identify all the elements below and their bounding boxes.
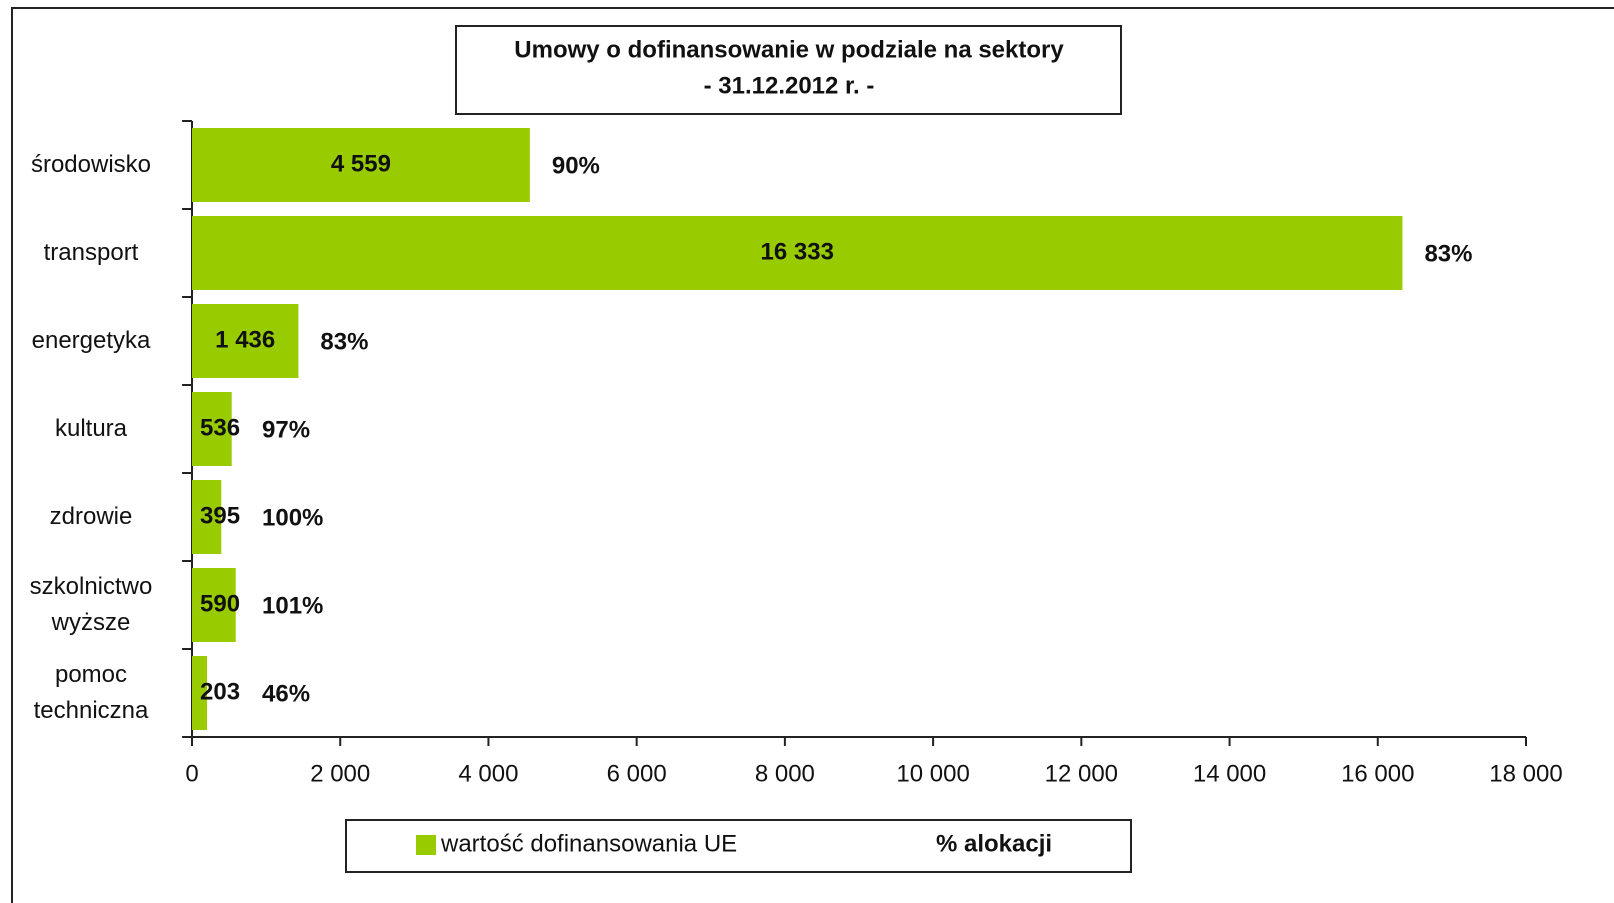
x-tick-label: 14 000: [1193, 760, 1266, 787]
legend-box: [345, 819, 1132, 873]
percent-label: 97%: [262, 416, 310, 443]
bar: [192, 656, 208, 730]
data-label: 4 559: [331, 150, 391, 177]
category-label-box: środowisko: [30, 151, 152, 178]
category-label-box: transport: [43, 239, 139, 266]
category-label-box: szkolnictwo wyższe: [29, 573, 153, 636]
x-tick-label: 6 000: [607, 760, 667, 787]
category-label-box: zdrowie: [49, 503, 133, 530]
data-label: 395: [200, 502, 240, 529]
y-tick-label: kultura: [54, 415, 128, 442]
title-box: [455, 25, 1122, 115]
bar: [192, 568, 236, 642]
data-label: 16 333: [761, 238, 834, 265]
y-tick-label: transport: [43, 239, 139, 266]
percent-label: 46%: [262, 680, 310, 707]
percent-label: 101%: [262, 592, 323, 619]
legend-swatch: [416, 835, 436, 855]
x-tick-label: 0: [185, 760, 198, 787]
chart-subtitle: - 31.12.2012 r. -: [704, 72, 875, 99]
legend-label: wartość dofinansowania UE: [440, 830, 737, 857]
x-tick-label: 12 000: [1045, 760, 1118, 787]
y-tick-label: środowisko: [30, 151, 152, 178]
percent-label: 83%: [1424, 240, 1472, 267]
x-tick-label: 18 000: [1489, 760, 1562, 787]
bar: [192, 216, 1403, 290]
data-label: 203: [200, 678, 240, 705]
chart-title: Umowy o dofinansowanie w podziale na sek…: [514, 36, 1064, 63]
bar: [192, 128, 530, 202]
x-tick-label: 16 000: [1341, 760, 1414, 787]
bar: [192, 392, 232, 466]
bar: [192, 304, 299, 378]
percent-label: 83%: [320, 328, 368, 355]
data-label: 590: [200, 590, 240, 617]
percent-label: 100%: [262, 504, 323, 531]
data-label: 536: [200, 414, 240, 441]
category-label-box: kultura: [54, 415, 128, 442]
x-tick-label: 4 000: [458, 760, 518, 787]
x-tick-label: 10 000: [896, 760, 969, 787]
x-tick-label: 2 000: [310, 760, 370, 787]
y-tick-label: zdrowie: [49, 503, 133, 530]
y-tick-label: szkolnictwo wyższe: [29, 573, 153, 636]
y-tick-label: pomoc techniczna: [33, 661, 149, 724]
percent-label: 90%: [552, 152, 600, 179]
legend-label: % alokacji: [936, 830, 1052, 857]
category-label-box: energetyka: [31, 327, 151, 354]
bar: [192, 480, 222, 554]
data-label: 1 436: [215, 326, 275, 353]
x-tick-label: 8 000: [755, 760, 815, 787]
y-tick-label: energetyka: [31, 327, 151, 354]
category-label-box: pomoc techniczna: [33, 661, 149, 724]
frame: [11, 7, 1614, 903]
